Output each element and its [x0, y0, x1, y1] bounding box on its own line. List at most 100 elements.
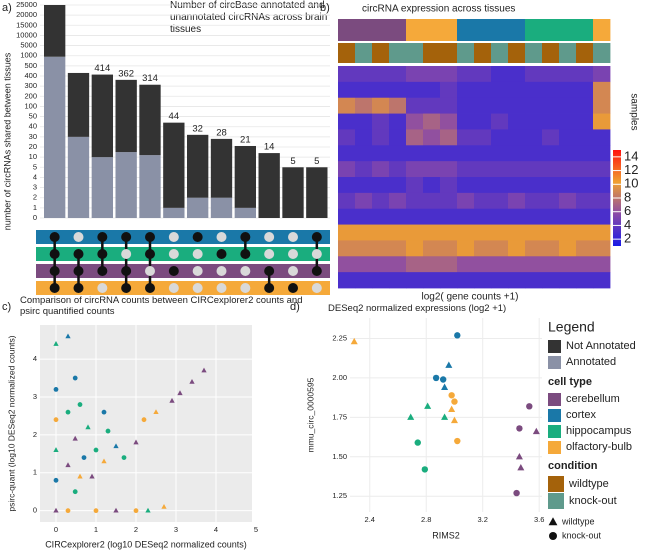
point — [145, 507, 151, 513]
set-dot — [121, 249, 132, 259]
set-dot — [121, 232, 132, 242]
heat-cell — [474, 177, 492, 194]
heat-cell — [355, 240, 373, 257]
heat-cell — [525, 240, 543, 257]
point — [169, 397, 175, 403]
total-label: 14 — [264, 142, 275, 153]
point — [441, 413, 449, 420]
set-dot — [49, 232, 60, 242]
point — [189, 378, 195, 384]
heat-cell — [525, 81, 543, 99]
heat-cell — [406, 113, 424, 130]
point — [448, 405, 456, 413]
heat-cell — [355, 192, 373, 210]
point — [53, 341, 59, 346]
heat-cell — [542, 240, 560, 257]
chart-title: DESeq2 normalized expressions (log2 +1) — [328, 303, 507, 314]
heat-cell — [559, 177, 577, 194]
set-dot — [73, 232, 84, 242]
tissue-annotation — [406, 19, 424, 41]
set-dot — [97, 249, 108, 259]
y-tick-label: 400 — [24, 71, 37, 80]
heat-cell — [508, 272, 526, 289]
point — [526, 403, 533, 410]
heat-cell — [440, 224, 458, 241]
heat-cell — [491, 66, 509, 83]
heat-cell — [406, 81, 424, 99]
heat-cell — [423, 145, 441, 162]
heat-cell — [389, 177, 407, 194]
heat-cell — [338, 161, 356, 178]
heat-cell — [593, 272, 611, 289]
heat-cell — [559, 129, 577, 146]
y-tick-label: 1.25 — [332, 491, 347, 500]
y-tick-label: 50 — [29, 112, 37, 121]
heat-cell — [457, 256, 475, 273]
colorbar-label: 12 — [624, 162, 638, 177]
condition-annotation — [457, 43, 475, 63]
heat-cell — [457, 192, 475, 210]
set-dot — [264, 266, 275, 276]
set-dot — [192, 249, 203, 259]
y-tick-label: 200 — [24, 91, 37, 100]
set-dot — [121, 283, 132, 293]
x-tick-label: 5 — [254, 525, 258, 534]
legend-title: Legend — [548, 319, 595, 335]
heat-cell — [576, 192, 594, 210]
bar-segment — [210, 138, 233, 198]
heat-cell — [355, 113, 373, 130]
heat-cell — [457, 129, 475, 146]
y-tick-label: 100 — [24, 101, 37, 110]
heat-cell — [474, 224, 492, 241]
heat-cell — [542, 97, 560, 114]
y-tick-label: 3 — [33, 183, 37, 192]
legend-entry: wildtype — [568, 478, 609, 490]
heat-cell — [372, 97, 390, 114]
heat-cell — [576, 272, 594, 289]
heat-cell — [372, 113, 390, 130]
heat-cell — [423, 192, 441, 210]
x-tick-label: 3.2 — [477, 515, 487, 524]
heat-cell — [457, 224, 475, 241]
total-label: 362 — [118, 68, 134, 79]
legend-swatch — [548, 409, 561, 422]
heat-cell — [355, 177, 373, 194]
heat-cell — [576, 177, 594, 194]
x-tick-label: 2 — [134, 525, 138, 534]
point — [77, 402, 83, 407]
colorbar-label: 14 — [624, 148, 638, 163]
y-tick-label: 25000 — [16, 0, 37, 9]
legend-entry: knock-out — [562, 530, 602, 540]
point — [517, 463, 525, 471]
heat-cell — [406, 256, 424, 273]
heat-cell — [440, 97, 458, 114]
set-dot — [73, 266, 84, 276]
heat-cell — [542, 113, 560, 130]
bar-segment — [115, 152, 137, 218]
heat-cell — [406, 129, 424, 146]
colorbar-label: 2 — [624, 231, 631, 246]
set-band — [36, 264, 330, 278]
set-dot — [145, 266, 155, 276]
heat-cell — [474, 97, 492, 114]
heat-cell — [474, 240, 492, 257]
y-tick-label: 15000 — [16, 20, 37, 29]
y-tick-label: 5000 — [20, 41, 37, 50]
tissue-annotation — [338, 19, 356, 41]
heat-cell — [576, 161, 594, 178]
heat-cell — [508, 192, 526, 210]
heat-cell — [593, 177, 611, 194]
heat-cell — [491, 177, 509, 194]
tissue-annotation — [491, 19, 509, 41]
legend-swatch — [548, 356, 561, 369]
point — [65, 462, 71, 468]
condition-annotation — [542, 43, 560, 63]
panel-label: d) — [290, 301, 300, 313]
set-dot — [145, 249, 155, 259]
heat-cell — [406, 145, 424, 162]
y-tick-label: 0 — [33, 213, 37, 222]
y-tick-label: 5 — [33, 162, 37, 171]
heat-cell — [406, 240, 424, 257]
heat-cell — [525, 177, 543, 194]
heat-cell — [389, 192, 407, 210]
